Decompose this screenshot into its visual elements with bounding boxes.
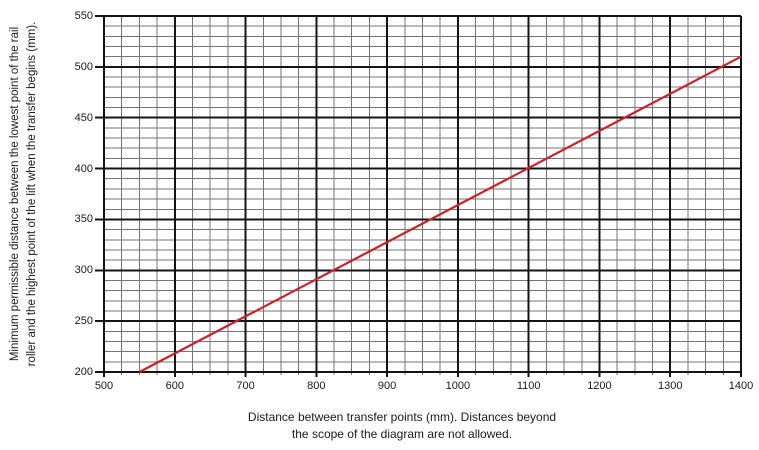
x-tick-label: 900 [377, 380, 397, 392]
y-axis-title-line-1: Minimum permissible distance between the… [9, 26, 21, 362]
x-tick-label: 1400 [728, 380, 754, 392]
x-tick-label: 600 [165, 380, 184, 392]
x-tick-label: 700 [236, 380, 255, 392]
x-tick-label: 1100 [516, 380, 541, 392]
x-tick-label: 1300 [657, 380, 683, 392]
minimum-permissible-distance-line [138, 55, 742, 373]
y-tick-label: 300 [74, 264, 93, 277]
x-tick-label: 1200 [587, 380, 612, 392]
y-tick-label: 550 [74, 10, 93, 22]
x-axis-caption-line-2: the scope of the diagram are not allowed… [291, 427, 513, 441]
y-tick-label: 200 [74, 366, 93, 378]
x-tick-label: 500 [94, 380, 114, 392]
y-axis-title: Minimum permissible distance between the… [7, 0, 45, 404]
y-tick-label: 500 [74, 60, 93, 73]
y-tick-label: 400 [74, 162, 93, 175]
y-tick-label: 350 [74, 213, 93, 226]
y-tick-label: 250 [74, 315, 93, 328]
x-axis-caption-line-1: Distance between transfer points (mm). D… [247, 410, 557, 424]
x-axis-caption: Distance between transfer points (mm). D… [222, 409, 582, 443]
x-tick-label: 800 [307, 380, 326, 392]
y-tick-label: 450 [74, 111, 93, 124]
x-tick-label: 1000 [445, 380, 471, 392]
y-axis-title-line-2: roller and the highest point of the lift… [26, 21, 38, 367]
